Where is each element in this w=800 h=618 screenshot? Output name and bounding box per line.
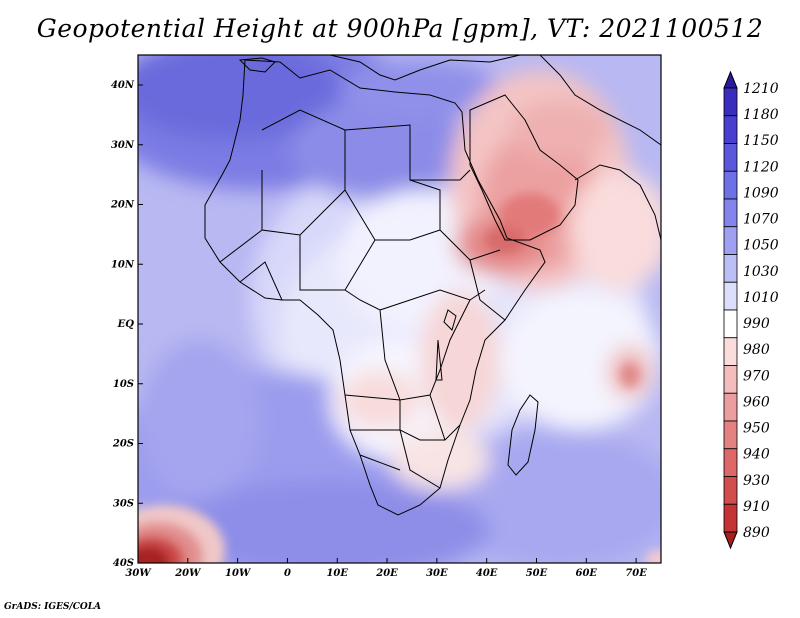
colorbar: 1210 1180 1150 1120 1090 1070 1050 1030 1010 990 9… xyxy=(723,70,779,550)
colorbar-segment xyxy=(723,198,738,228)
colorbar-label: 990 xyxy=(743,316,770,332)
colorbar-segment xyxy=(723,448,738,477)
lon-tick-label: 70E xyxy=(625,568,647,579)
colorbar-label: 1050 xyxy=(743,238,779,254)
lat-tick-label: 30N xyxy=(111,140,135,151)
lat-tick-label: 40N xyxy=(111,80,135,91)
map-frame xyxy=(137,54,662,564)
colorbar-label: 1120 xyxy=(743,159,779,175)
colorbar-top-arrow xyxy=(723,70,738,89)
colorbar-segment xyxy=(723,337,738,366)
colorbar-label: 950 xyxy=(743,421,770,437)
lat-tick-label: 10N xyxy=(111,259,135,270)
lon-tick-label: 20W xyxy=(174,568,202,579)
lon-tick-label: 40E xyxy=(476,568,498,579)
colorbar-segment xyxy=(723,476,738,505)
colorbar-segment xyxy=(723,87,738,117)
colorbar-label: 910 xyxy=(743,499,770,515)
lon-tick-label: 20E xyxy=(375,568,398,579)
lat-tick-label: 30S xyxy=(113,498,134,509)
colorbar-segment xyxy=(723,170,738,200)
lat-tick-label: 10S xyxy=(113,379,134,390)
lat-tick-label: EQ xyxy=(117,319,135,330)
colorbar-label: 1090 xyxy=(743,185,779,201)
colorbar-segment xyxy=(723,115,738,144)
colorbar-segment xyxy=(723,365,738,394)
colorbar-label: 1030 xyxy=(743,264,779,280)
map-title: Geopotential Height at 900hPa [gpm], VT:… xyxy=(36,14,764,43)
lat-tick-label: 20N xyxy=(110,200,135,211)
lon-tick-label: 50E xyxy=(526,568,548,579)
lon-tick-label: 0 xyxy=(284,568,291,579)
colorbar-label: 980 xyxy=(743,342,770,358)
longitude-axis: 30W 20W 10W 0 10E 20E 30E 40E 50E 60E 70E xyxy=(125,558,647,579)
colorbar-segment xyxy=(723,420,738,450)
lat-tick-label: 20S xyxy=(112,439,134,450)
lon-tick-label: 30W xyxy=(125,568,152,579)
colorbar-label: 940 xyxy=(743,447,770,463)
colorbar-label: 930 xyxy=(743,473,770,489)
colorbar-segment xyxy=(723,392,738,422)
lat-tick-label: 40S xyxy=(113,558,134,569)
lon-tick-label: 10W xyxy=(225,568,252,579)
colorbar-bottom-arrow xyxy=(723,531,738,550)
colorbar-segment xyxy=(723,309,738,339)
colorbar-segment xyxy=(723,143,738,172)
colorbar-label: 1010 xyxy=(743,290,779,306)
lon-tick-label: 60E xyxy=(576,568,598,579)
grads-credit: GrADS: IGES/COLA xyxy=(4,602,102,612)
coastlines-and-borders xyxy=(204,55,661,516)
colorbar-label: 1150 xyxy=(743,133,779,149)
shaded-geopotential-field xyxy=(138,55,661,563)
colorbar-segment xyxy=(723,254,738,283)
colorbar-segment xyxy=(723,503,738,533)
colorbar-label: 960 xyxy=(743,394,770,410)
colorbar-label: 1210 xyxy=(743,81,779,97)
colorbar-segment xyxy=(723,281,738,311)
colorbar-label: 1070 xyxy=(743,212,779,228)
lon-tick-label: 30E xyxy=(426,568,448,579)
latitude-axis: 40N 30N 20N 10N EQ 10S 20S 30S 40S xyxy=(110,80,143,569)
colorbar-label: 1180 xyxy=(743,107,779,123)
colorbar-label: 890 xyxy=(743,525,770,541)
colorbar-label: 970 xyxy=(743,368,770,384)
lon-tick-label: 10E xyxy=(326,568,348,579)
colorbar-segment xyxy=(723,226,738,255)
